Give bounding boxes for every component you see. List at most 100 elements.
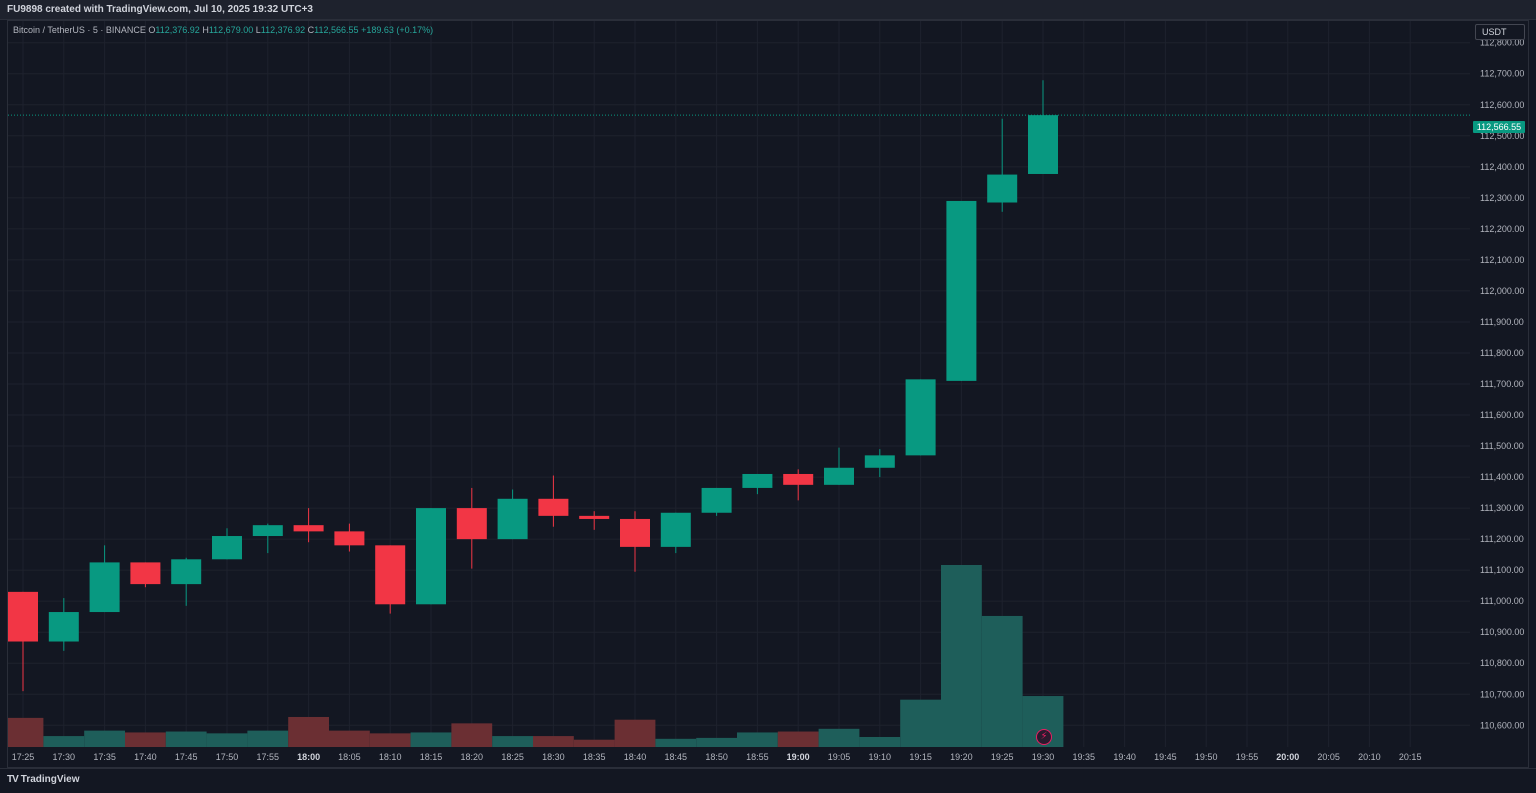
volume-bar xyxy=(43,736,85,747)
y-tick-label: 111,400.00 xyxy=(1480,472,1524,482)
bottom-bar xyxy=(0,768,1536,793)
ohlc-legend: Bitcoin / TetherUS · 5 · BINANCE O112,37… xyxy=(13,25,433,35)
y-tick-label: 112,300.00 xyxy=(1480,193,1524,203)
lightning-icon[interactable]: ⚡ xyxy=(1036,729,1052,745)
x-tick-label: 20:15 xyxy=(1399,752,1422,762)
candle-body xyxy=(1028,115,1058,174)
candle-body xyxy=(864,455,895,468)
x-tick-label: 19:10 xyxy=(869,752,892,762)
x-tick-label: 20:05 xyxy=(1317,752,1340,762)
x-tick-label: 18:30 xyxy=(542,752,565,762)
volume-bar xyxy=(981,615,1023,747)
open-label: O xyxy=(148,25,156,35)
high-label: H xyxy=(202,25,209,35)
x-tick-label: 19:25 xyxy=(991,752,1014,762)
y-tick-label: 110,700.00 xyxy=(1480,689,1524,699)
y-tick-label: 112,500.00 xyxy=(1480,131,1524,141)
low-value: 112,376.92 xyxy=(260,25,306,35)
volume-bar xyxy=(614,719,656,747)
volume-bar xyxy=(410,732,452,747)
x-tick-label: 17:35 xyxy=(93,752,116,762)
x-tick-label: 17:40 xyxy=(134,752,157,762)
volume-bar xyxy=(451,723,493,747)
x-tick-label: 18:20 xyxy=(461,752,484,762)
candle-body xyxy=(8,591,38,642)
candle-body xyxy=(620,518,650,547)
y-tick-label: 111,500.00 xyxy=(1480,441,1524,451)
volume-bar xyxy=(777,731,819,747)
x-tick-label: 19:45 xyxy=(1154,752,1177,762)
candle-body xyxy=(987,174,1018,203)
candle-body xyxy=(742,473,773,488)
volume-bar xyxy=(941,565,982,747)
currency-button[interactable]: USDT xyxy=(1475,24,1525,40)
y-tick-label: 112,600.00 xyxy=(1480,100,1524,110)
y-tick-label: 112,000.00 xyxy=(1480,286,1524,296)
y-tick-label: 112,800.00 xyxy=(1480,38,1524,48)
volume-bar xyxy=(329,730,370,747)
candle-body xyxy=(252,525,283,537)
y-tick-label: 111,300.00 xyxy=(1480,503,1524,513)
change-value: +189.63 (+0.17%) xyxy=(361,25,434,35)
x-tick-label: 19:20 xyxy=(950,752,973,762)
y-tick-label: 111,200.00 xyxy=(1480,534,1524,544)
x-tick-label: 19:30 xyxy=(1032,752,1055,762)
candle-body xyxy=(660,512,691,547)
caption-text: FU9898 created with TradingView.com, Jul… xyxy=(7,4,313,15)
tradingview-logo[interactable]: TV TradingView xyxy=(7,774,80,785)
volume-bar xyxy=(247,730,289,747)
y-tick-label: 111,900.00 xyxy=(1480,317,1524,327)
y-tick-label: 111,000.00 xyxy=(1480,596,1524,606)
volume-bar xyxy=(165,731,207,747)
tradingview-logo-icon: TV xyxy=(7,774,19,785)
symbol-label[interactable]: Bitcoin / TetherUS · 5 · BINANCE xyxy=(13,25,146,35)
x-tick-label: 17:30 xyxy=(53,752,76,762)
x-tick-label: 19:50 xyxy=(1195,752,1218,762)
x-tick-label: 20:10 xyxy=(1358,752,1381,762)
y-tick-label: 110,600.00 xyxy=(1480,720,1524,730)
candle-body xyxy=(538,498,569,516)
candle-body xyxy=(579,515,610,519)
volume-bar xyxy=(696,737,737,747)
y-tick-label: 111,100.00 xyxy=(1480,565,1524,575)
volume-bar xyxy=(125,732,166,747)
volume-bar xyxy=(900,699,941,747)
volume-bar xyxy=(84,730,125,747)
y-tick-label: 110,900.00 xyxy=(1480,627,1524,637)
x-tick-label: 19:05 xyxy=(828,752,851,762)
volume-bar xyxy=(533,736,574,747)
x-tick-label: 18:25 xyxy=(501,752,524,762)
volume-bar xyxy=(8,717,44,747)
volume-bar xyxy=(818,728,860,747)
y-tick-label: 112,700.00 xyxy=(1480,69,1524,79)
volume-bar xyxy=(492,736,533,747)
y-tick-label: 111,700.00 xyxy=(1480,379,1524,389)
volume-bar xyxy=(288,716,329,747)
x-tick-label: 19:40 xyxy=(1113,752,1136,762)
low-label: L xyxy=(255,25,261,35)
candle-body xyxy=(130,562,161,585)
candle-body xyxy=(701,487,732,513)
close-value: 112,566.55 xyxy=(314,25,359,35)
open-value: 112,376.92 xyxy=(155,25,200,35)
tradingview-brand-text: TradingView xyxy=(20,774,80,785)
candle-body xyxy=(48,612,79,642)
x-tick-label: 18:05 xyxy=(338,752,361,762)
high-value: 112,679.00 xyxy=(208,25,254,35)
candle-body xyxy=(334,531,365,546)
candle-body xyxy=(456,508,487,540)
volume-bar xyxy=(573,739,615,747)
chart-caption: FU9898 created with TradingView.com, Jul… xyxy=(0,0,1536,20)
volume-bar xyxy=(655,738,697,747)
candle-body xyxy=(171,559,202,585)
x-tick-label: 17:50 xyxy=(216,752,239,762)
volume-bar xyxy=(859,736,901,747)
x-tick-label: 18:35 xyxy=(583,752,606,762)
x-tick-label: 18:10 xyxy=(379,752,402,762)
candle-body xyxy=(497,498,528,540)
close-label: C xyxy=(307,25,315,35)
x-tick-label: 18:15 xyxy=(420,752,443,762)
chart-frame xyxy=(7,20,1529,768)
candle-body xyxy=(416,508,446,605)
